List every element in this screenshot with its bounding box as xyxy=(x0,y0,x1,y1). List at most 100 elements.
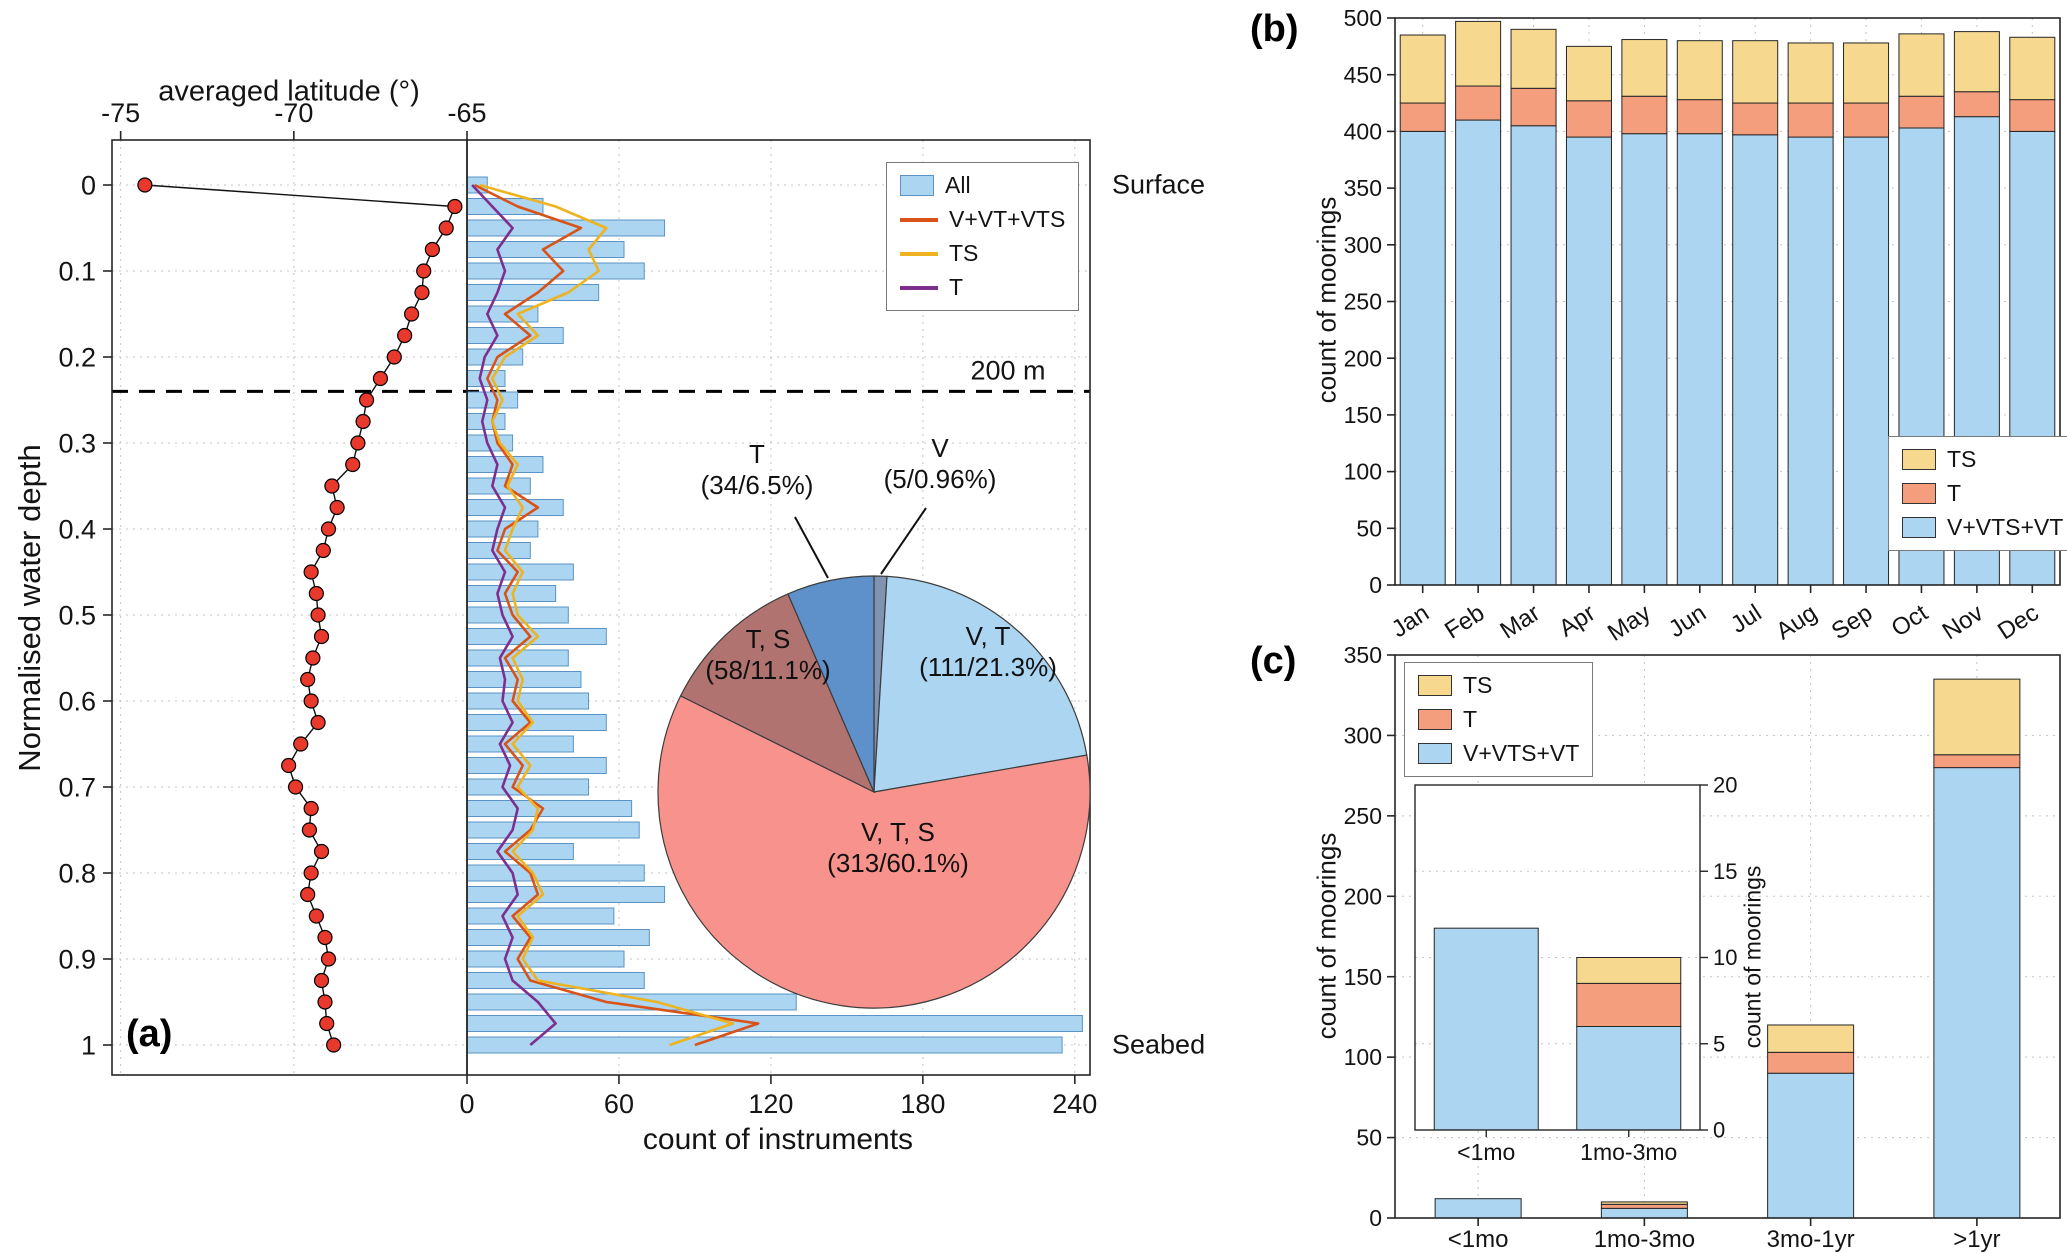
legend-label: T xyxy=(949,274,964,300)
latitude-marker xyxy=(438,220,454,236)
legend-item-ts: TS xyxy=(1418,672,1579,699)
stacked-bar-ts xyxy=(1510,28,1557,89)
panel-b-xtick-label: Jan xyxy=(1387,599,1434,643)
instrument-count-bar xyxy=(466,950,625,968)
instrument-count-bar xyxy=(466,327,564,344)
panel-b-xtick-label: Apr xyxy=(1554,599,1600,642)
instrument-count-bar xyxy=(466,499,564,516)
latitude-marker xyxy=(310,607,326,623)
latitude-marker xyxy=(303,564,319,580)
stacked-bar-ts xyxy=(1787,42,1834,104)
stacked-bar-ts xyxy=(1676,40,1723,101)
series-line-v-vt-vts xyxy=(474,183,760,1047)
latitude-marker xyxy=(355,413,371,430)
stacked-bar-t xyxy=(2009,99,2056,132)
pie-label-name: T xyxy=(749,438,765,469)
count-tick-label: 240 xyxy=(1052,1089,1097,1119)
legend-item-t: T xyxy=(1902,480,2063,507)
stacked-bar-v-vts-vt xyxy=(1510,125,1557,586)
instrument-count-bar xyxy=(466,800,633,817)
panel-b-ytick-label: 400 xyxy=(1344,118,1382,144)
stacked-bar-v-vts-vt xyxy=(1621,133,1668,586)
latitude-marker xyxy=(300,886,316,903)
legend-swatch-t xyxy=(900,285,938,290)
legend-label: TS xyxy=(949,240,979,266)
legend-swatch-v-vt-vts xyxy=(900,217,938,222)
latitude-marker xyxy=(308,585,324,602)
latitude-marker xyxy=(386,349,402,365)
depth-tick-label: 0.6 xyxy=(58,686,96,716)
instrument-count-bar xyxy=(466,929,650,946)
stacked-bar-ts xyxy=(1898,33,1945,97)
stacked-bar-v-vts-vt xyxy=(1434,1198,1522,1219)
inset-ytick-label: 10 xyxy=(1713,945,1737,970)
panel-c-ytick-label: 0 xyxy=(1369,1205,1382,1231)
instrument-count-bar xyxy=(466,907,615,925)
pie-label-name: V, T xyxy=(965,620,1011,651)
pie-slice-v-t-s xyxy=(657,695,1091,1009)
panel-c-ytick-label: 250 xyxy=(1344,803,1382,829)
panel-b-ytick-label: 450 xyxy=(1344,62,1382,88)
legend-item-ts: TS xyxy=(900,240,1065,267)
seabed-annotation: Seabed xyxy=(1112,1029,1206,1060)
depth-tick-label: 0.4 xyxy=(58,514,96,544)
pie-label-count: (5/0.96%) xyxy=(883,464,997,494)
legend-label: All xyxy=(945,172,971,198)
latitude-marker xyxy=(358,392,375,408)
panel-b-xtick-label: May xyxy=(1603,599,1656,646)
inset-ytick-label: 15 xyxy=(1713,859,1737,884)
legend-swatch-all xyxy=(900,175,934,196)
legend-item-t: T xyxy=(900,274,1065,301)
pie-leader-t xyxy=(794,516,829,579)
pie-label-t-s: T, S (58/11.1%) xyxy=(705,624,830,686)
stacked-bar-v-vts-vt xyxy=(1767,1072,1855,1219)
instrument-count-bar xyxy=(466,370,506,387)
panel-c-ytick-label: 150 xyxy=(1344,964,1382,990)
instrument-axes-box xyxy=(466,139,1091,1076)
panel-b-xtick-label: Nov xyxy=(1938,599,1989,645)
legend-label: T xyxy=(1947,480,1962,506)
stacked-bar-t xyxy=(1843,102,1890,138)
stacked-bar-v-vts-vt xyxy=(1565,136,1612,586)
stacked-bar-t xyxy=(1767,1051,1855,1074)
legend-swatch-v-vts-vt xyxy=(1902,517,1936,538)
depth-tick-label: 0.7 xyxy=(58,772,96,802)
stacked-bar-ts xyxy=(1732,40,1779,104)
pie-slice-t xyxy=(787,575,875,793)
inset-ytick-label: 20 xyxy=(1713,773,1737,798)
stacked-bar-t xyxy=(1953,91,2000,118)
stacked-bar-t xyxy=(1933,754,2021,769)
stacked-bar-v-vts-vt xyxy=(1843,136,1890,586)
legend-item-v-vt-vts: V+VT+VTS xyxy=(900,206,1065,233)
panel-a-label: (a) xyxy=(126,1013,173,1055)
latitude-marker xyxy=(319,1015,335,1032)
stacked-bar-ts xyxy=(1399,34,1446,104)
inset-ytick-label: 5 xyxy=(1713,1031,1725,1056)
panel-b-ytick-label: 350 xyxy=(1344,175,1382,201)
inset-xtick-label: 1mo-3mo xyxy=(1580,1139,1677,1165)
latitude-marker xyxy=(308,908,324,924)
latitude-tick-label: -75 xyxy=(101,98,140,128)
panel-b-ytick-label: 500 xyxy=(1344,5,1382,31)
latitude-marker xyxy=(320,521,337,537)
panel-b-ytick-label: 250 xyxy=(1344,289,1382,315)
latitude-marker xyxy=(447,198,463,215)
depth-200m-annotation: 200 m xyxy=(970,355,1046,386)
inset-stacked-bar-ts xyxy=(1576,957,1682,984)
legend-swatch-t xyxy=(1418,709,1452,730)
panel-b-xtick-label: Sep xyxy=(1827,599,1878,645)
stacked-bar-v-vts-vt xyxy=(1399,130,1446,586)
legend-label: V+VTS+VT xyxy=(1947,514,2064,540)
instrument-count-bar xyxy=(466,305,539,323)
stacked-bar-ts xyxy=(1455,20,1502,87)
latitude-marker xyxy=(313,628,330,645)
depth-tick-label: 0.8 xyxy=(58,858,96,888)
legend-panel-b: TS T V+VTS+VT xyxy=(1888,436,2067,551)
latitude-marker xyxy=(403,306,420,322)
pie-label-v-t-s: V, T, S (313/60.1%) xyxy=(827,817,969,879)
instrument-count-bar xyxy=(466,972,645,989)
legend-item-ts: TS xyxy=(1902,446,2063,473)
latitude-axes-box xyxy=(111,139,468,1076)
